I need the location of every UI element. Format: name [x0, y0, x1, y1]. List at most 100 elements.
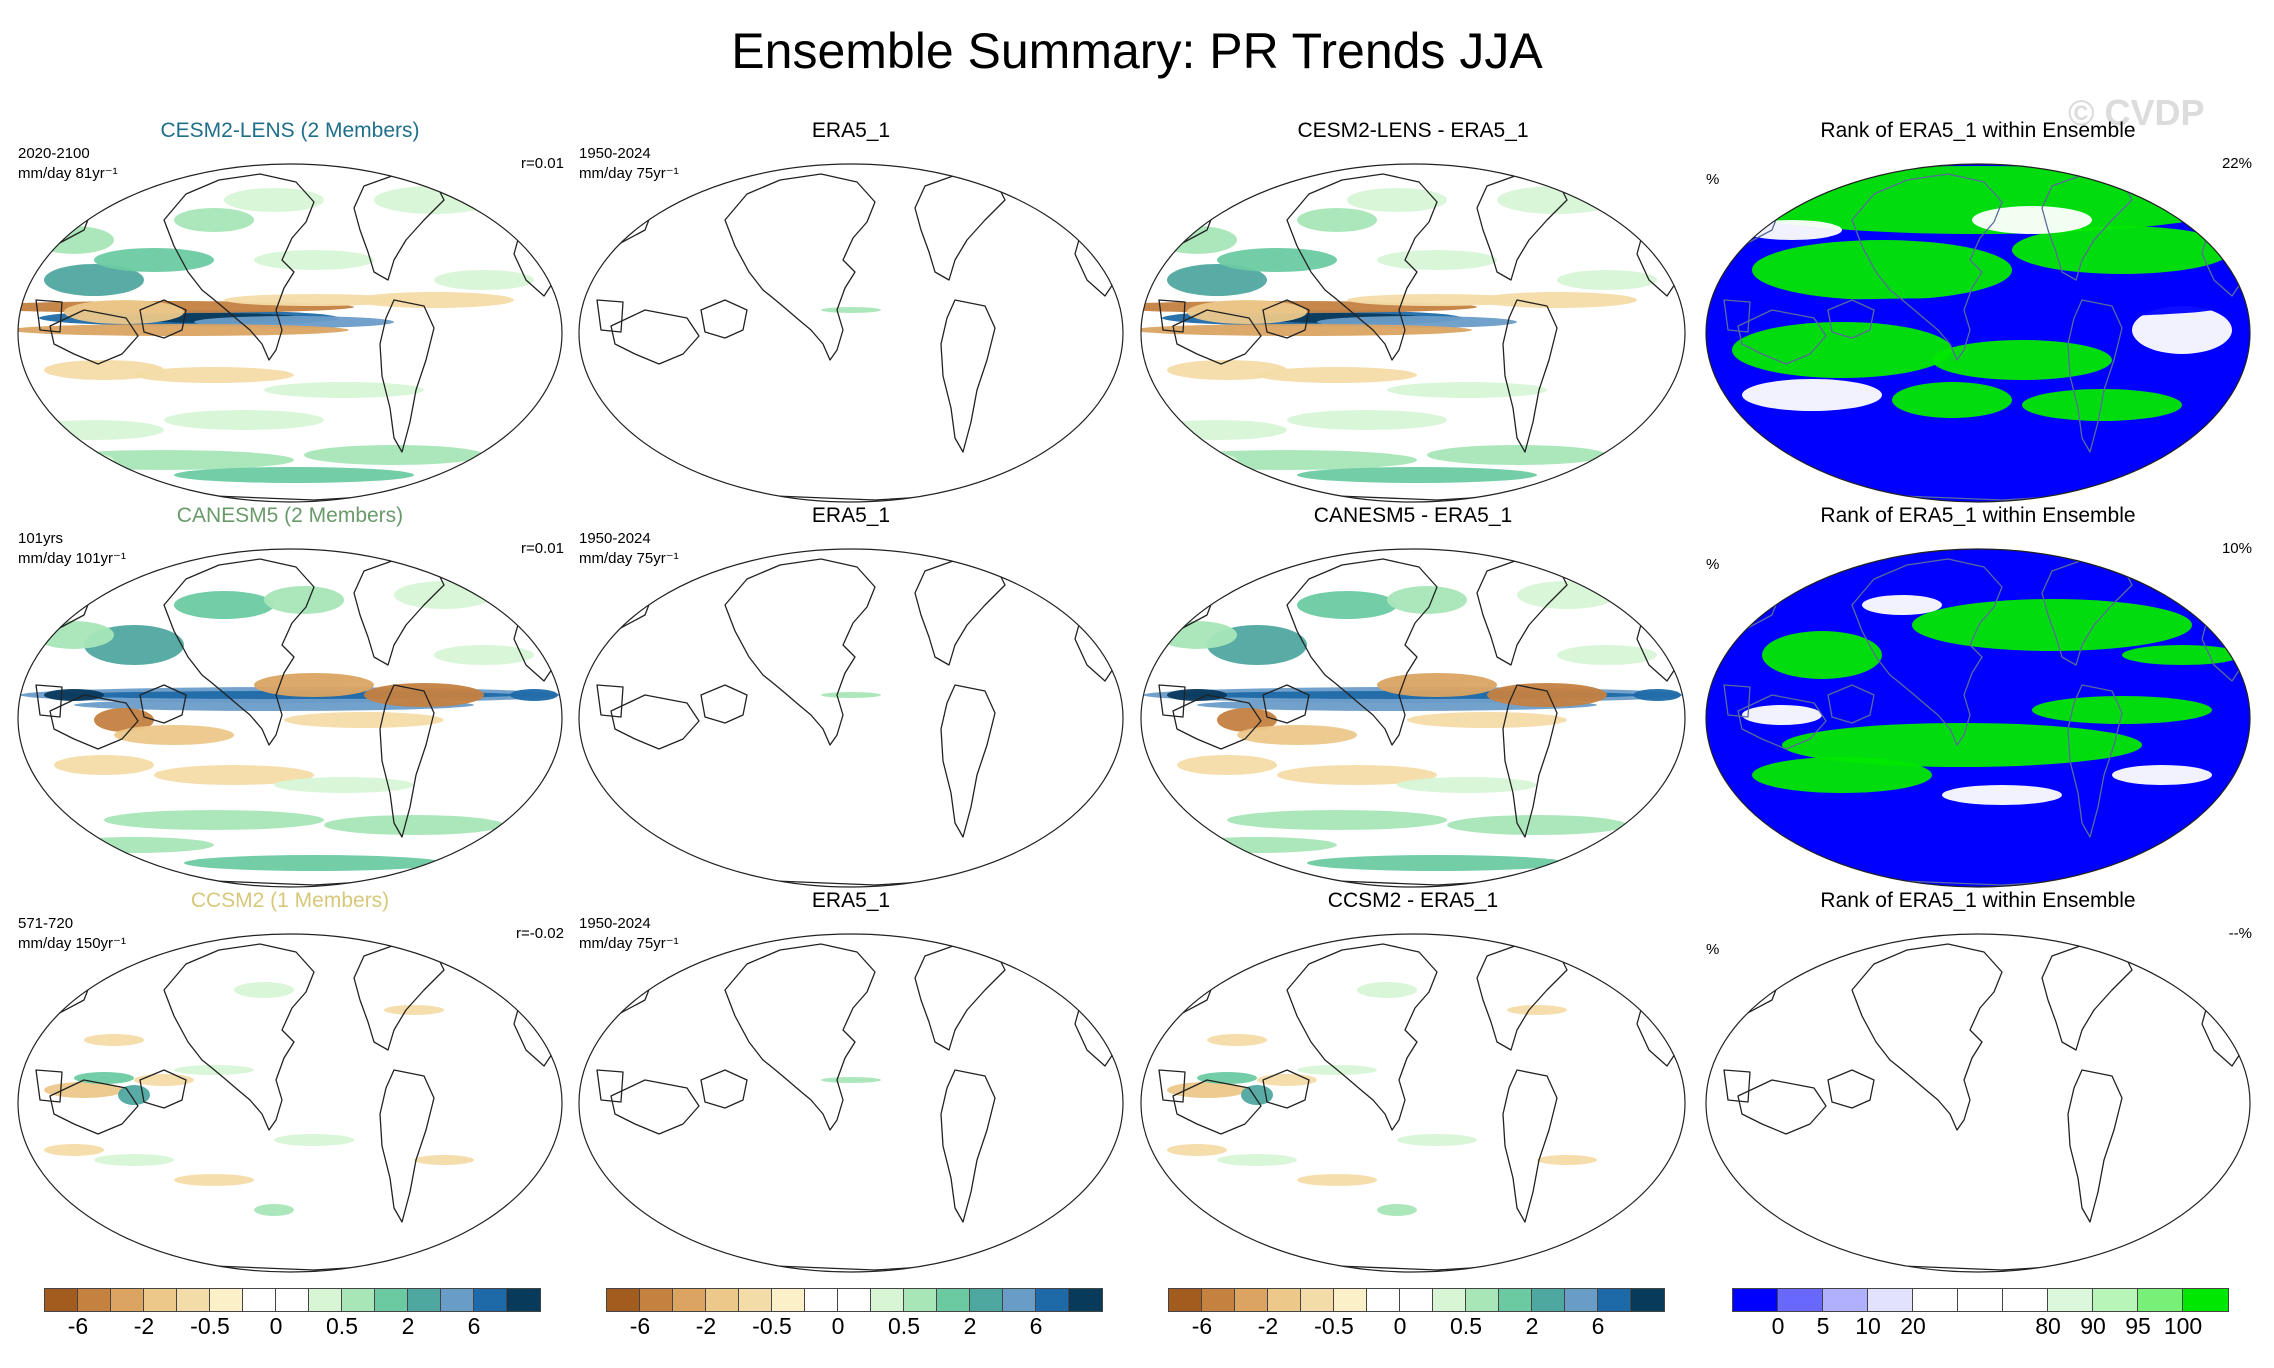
colorbar-swatch: [904, 1289, 937, 1311]
colorbar-tick-label: 90: [2080, 1313, 2106, 1339]
colorbar-obs: -6 -2 -0.5 0 0.5 2 6: [606, 1288, 1106, 1364]
colorbar-swatch: [111, 1289, 144, 1311]
panel-diff-1: CESM2-LENS - ERA5_1: [1137, 119, 1689, 513]
colorbar-tick-label: 0.5: [888, 1313, 920, 1339]
colorbar-tick-label: 0: [269, 1313, 283, 1339]
colorbar-swatch: [1301, 1289, 1334, 1311]
panel-years: 571-720: [18, 915, 74, 932]
colorbar-swatch: [1868, 1289, 1913, 1311]
colorbar-swatch: [1565, 1289, 1598, 1311]
colorbar-tick-label: -0.5: [190, 1313, 230, 1339]
panel-units: mm/day 75yr⁻¹: [579, 550, 679, 567]
panel-title: ERA5_1: [811, 504, 891, 527]
globe-map: [578, 933, 1124, 1273]
colorbar-swatch: [78, 1289, 111, 1311]
panel-units: %: [1706, 556, 1720, 573]
panel-model-2: CANESM5 (2 Members) 101yrs mm/day 101yr⁻…: [14, 504, 566, 898]
globe-map: [1140, 163, 1686, 503]
colorbar-tick-label: -6: [1191, 1313, 1213, 1339]
colorbar-swatch: [243, 1289, 276, 1311]
colorbar-swatch: [706, 1289, 739, 1311]
colorbar-tick-label: 20: [1900, 1313, 1926, 1339]
colorbar-swatch: [210, 1289, 243, 1311]
colorbar-swatch: [1631, 1289, 1664, 1311]
colorbar-swatches: [1732, 1288, 2229, 1312]
panel-correlation: r=-0.02: [516, 925, 564, 942]
globe-map: [1140, 548, 1686, 888]
panel-units: %: [1706, 941, 1720, 958]
panel-years: 101yrs: [18, 530, 64, 547]
colorbar-swatch: [1532, 1289, 1565, 1311]
panel-title: CESM2-LENS (2 Members): [160, 119, 420, 142]
colorbar-swatch: [507, 1289, 540, 1311]
panel-years: 2020-2100: [18, 145, 90, 162]
colorbar-swatch: [1433, 1289, 1466, 1311]
panel-correlation: r=0.01: [521, 155, 564, 172]
panel-rank-3: Rank of ERA5_1 within Ensemble % --%: [1702, 889, 2254, 1283]
colorbar-swatch: [375, 1289, 408, 1311]
globe-map: [1140, 933, 1686, 1273]
panel-units: mm/day 150yr⁻¹: [18, 935, 126, 952]
colorbar-swatches: [606, 1288, 1103, 1312]
colorbar-tick-label: 10: [1855, 1313, 1881, 1339]
panel-model-3: CCSM2 (1 Members) 571-720 mm/day 150yr⁻¹…: [14, 889, 566, 1283]
panel-obs-2: ERA5_1 1950-2024 mm/day 75yr⁻¹: [575, 504, 1127, 898]
colorbar-swatch: [1466, 1289, 1499, 1311]
colorbar-tick-label: 80: [2035, 1313, 2061, 1339]
figure-title: Ensemble Summary: PR Trends JJA: [731, 23, 1543, 79]
globe-map: [17, 548, 563, 888]
panel-title: CANESM5 (2 Members): [176, 504, 404, 527]
panel-model-1: CESM2-LENS (2 Members) 2020-2100 mm/day …: [14, 119, 566, 513]
colorbar-swatch: [441, 1289, 474, 1311]
colorbar-swatch: [772, 1289, 805, 1311]
colorbar-swatch: [1913, 1289, 1958, 1311]
colorbar-diff: -6 -2 -0.5 0 0.5 2 6: [1168, 1288, 1668, 1364]
globe-map: [578, 548, 1124, 888]
colorbar-tick-label: 0: [831, 1313, 845, 1339]
colorbar-tick-label: 6: [1591, 1313, 1605, 1339]
globe-map: [17, 933, 563, 1273]
colorbar-swatch: [1733, 1289, 1778, 1311]
colorbar-tick-label: 2: [401, 1313, 415, 1339]
colorbar-rank: 0 5 10 20 80 90 95 100: [1732, 1288, 2232, 1364]
panel-diff-3: CCSM2 - ERA5_1: [1137, 889, 1689, 1283]
colorbar-swatch: [871, 1289, 904, 1311]
colorbar-tick-label: -0.5: [1314, 1313, 1354, 1339]
colorbar-swatch: [2138, 1289, 2183, 1311]
colorbar-swatch: [474, 1289, 507, 1311]
panel-correlation: r=0.01: [521, 540, 564, 557]
colorbar-swatch: [2048, 1289, 2093, 1311]
globe-map: [17, 163, 563, 503]
colorbar-swatch: [2183, 1289, 2228, 1311]
colorbar-swatch: [1598, 1289, 1631, 1311]
colorbar-swatch: [177, 1289, 210, 1311]
colorbar-tick-label: 100: [2163, 1313, 2203, 1339]
colorbar-swatches: [44, 1288, 541, 1312]
panel-years: 1950-2024: [579, 530, 651, 547]
colorbar-swatch: [970, 1289, 1003, 1311]
watermark: © CVDP: [2068, 92, 2205, 133]
colorbar-swatch: [144, 1289, 177, 1311]
panel-title: Rank of ERA5_1 within Ensemble: [1820, 504, 2136, 527]
colorbar-swatch: [342, 1289, 375, 1311]
colorbar-swatches: [1168, 1288, 1665, 1312]
colorbar-tick-label: -6: [67, 1313, 89, 1339]
colorbar-tick-label: -2: [133, 1313, 155, 1339]
colorbar-tick-label: 0: [1771, 1313, 1785, 1339]
colorbar-swatch: [1823, 1289, 1868, 1311]
globe-map: [1705, 163, 2251, 503]
panel-diff-2: CANESM5 - ERA5_1: [1137, 504, 1689, 898]
colorbar-swatch: [1003, 1289, 1036, 1311]
colorbar-tick-label: -2: [695, 1313, 717, 1339]
colorbar-swatch: [276, 1289, 309, 1311]
colorbar-tick-label: -6: [629, 1313, 651, 1339]
colorbar-swatch: [1069, 1289, 1102, 1311]
colorbar-swatch: [309, 1289, 342, 1311]
panel-title: CESM2-LENS - ERA5_1: [1297, 119, 1529, 142]
colorbar-swatch: [1334, 1289, 1367, 1311]
colorbar-swatch: [1202, 1289, 1235, 1311]
colorbar-tick-label: 0: [1393, 1313, 1407, 1339]
globe-map: [578, 163, 1124, 503]
colorbar-swatch: [640, 1289, 673, 1311]
colorbar-tick-label: 6: [1029, 1313, 1043, 1339]
